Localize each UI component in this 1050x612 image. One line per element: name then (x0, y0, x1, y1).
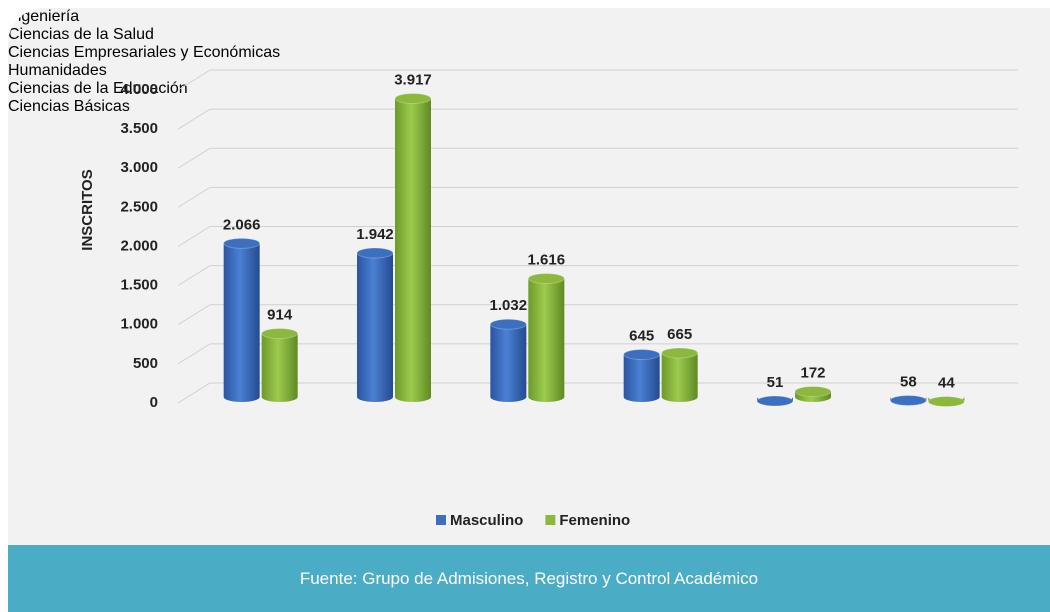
grid-line (177, 304, 211, 326)
bar (223, 243, 260, 402)
bar-top (223, 237, 261, 249)
chart: INSCRITOS 0 500 1.000 1.500 2.000 2.500 3.000 3… (79, 69, 1018, 529)
data-label: 3.917 (394, 71, 432, 88)
x-tick-label: Ciencias Empresariales y Económicas (8, 44, 281, 61)
bar-top (661, 347, 699, 359)
data-label: 665 (667, 326, 692, 343)
data-label: 172 (800, 365, 825, 382)
grid-line (177, 265, 211, 287)
legend-label: Masculino (450, 512, 523, 529)
x-tick-label: Humanidades (8, 62, 107, 79)
legend-swatch (436, 515, 446, 525)
bar (661, 352, 698, 402)
data-label: 2.066 (223, 216, 261, 233)
grid-line (177, 147, 211, 169)
x-tick-label: Ciencias Básicas (8, 98, 130, 115)
bar-top (261, 327, 299, 339)
x-tick-label: Ingeniería (8, 8, 80, 25)
grid-line (177, 382, 211, 404)
legend-label: Femenino (559, 512, 630, 529)
bar-top (394, 92, 432, 104)
bar-top (356, 247, 394, 259)
bar-top (889, 394, 927, 406)
y-axis-title: INSCRITOS (79, 169, 96, 250)
bar (528, 278, 565, 402)
bar (261, 333, 298, 402)
x-tick-label: Ciencias de la Educación (8, 80, 188, 97)
grid-line (177, 343, 211, 365)
legend-swatch (545, 515, 556, 525)
data-label: 1.942 (356, 226, 394, 243)
bar (490, 324, 527, 402)
data-label: 1.032 (490, 297, 528, 314)
data-label: 58 (900, 373, 917, 390)
data-label: 914 (267, 306, 293, 323)
grid-line (177, 186, 211, 208)
data-label: 51 (767, 374, 784, 391)
y-tick-label: 3.500 (120, 120, 158, 137)
y-tick-label: 4.000 (120, 81, 158, 98)
y-tick-label: 2.500 (120, 198, 158, 215)
x-tick-label: Ciencias de la Salud (8, 26, 154, 43)
y-tick-label: 500 (133, 355, 158, 372)
y-tick-label: 1.500 (120, 277, 158, 294)
grid-line (177, 69, 211, 91)
bar-top (489, 318, 527, 330)
bar-top (527, 273, 565, 285)
bar-top (623, 349, 661, 361)
bar (357, 253, 393, 402)
grid-line (177, 108, 211, 130)
data-label: 44 (938, 375, 955, 392)
y-tick-label: 3.000 (120, 159, 158, 176)
grid-line (177, 226, 211, 247)
data-label: 645 (629, 327, 654, 344)
bar-top (756, 395, 794, 407)
bar-top (794, 386, 832, 398)
bar (623, 354, 660, 402)
bar (395, 98, 431, 402)
card: INSCRITOS 0 500 1.000 1.500 2.000 2.500 3.000 3… (8, 8, 1050, 612)
y-tick-label: 0 (150, 394, 158, 411)
data-label: 1.616 (528, 252, 566, 269)
bar-top (927, 396, 965, 408)
source: Fuente: Grupo de Admisiones, Registro y … (8, 545, 1050, 612)
y-tick-label: 1.000 (120, 316, 158, 333)
y-tick-label: 2.000 (120, 237, 158, 254)
